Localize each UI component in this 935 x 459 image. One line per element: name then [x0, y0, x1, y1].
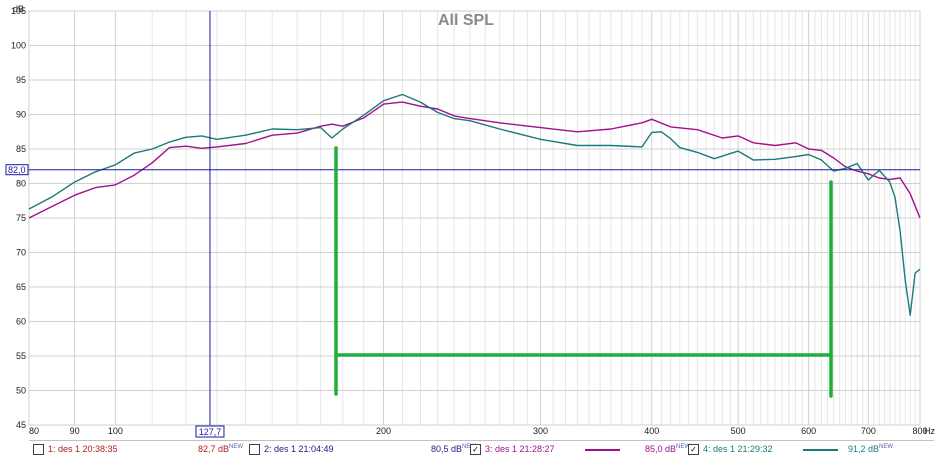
series-line: [28, 93, 921, 316]
x-axis-unit: Hz: [924, 426, 935, 436]
cursor-x-readout: 127,7: [199, 427, 222, 437]
legend-line-4: [803, 449, 838, 451]
y-tick-label: 105: [11, 6, 26, 16]
legend-value-4: 91,2 dBNEW: [848, 444, 894, 454]
legend-bar: 1: des 1 20:38:35 82,7 dBNEW 2: des 1 21…: [29, 440, 934, 459]
legend-name-1: 1: des 1 20:38:35: [48, 444, 118, 454]
legend-checkbox-3[interactable]: ✓: [470, 444, 481, 455]
check-icon: ✓: [690, 445, 697, 454]
y-tick-label: 90: [16, 110, 26, 120]
y-tick-label: 80: [16, 179, 26, 189]
legend-name-3: 3: des 1 21:28:27: [485, 444, 555, 454]
annotation-markings: [334, 146, 833, 398]
legend-name-2: 2: des 1 21:04:49: [264, 444, 334, 454]
y-tick-label: 85: [16, 144, 26, 154]
series-line: [28, 101, 921, 219]
x-tick-label: 400: [644, 426, 659, 436]
y-tick-label: 50: [16, 386, 26, 396]
legend-item-3[interactable]: ✓ 3: des 1 21:28:27 85,0 dBNEW: [470, 444, 690, 456]
y-tick-label: 70: [16, 248, 26, 258]
x-tick-label: 200: [376, 426, 391, 436]
x-tick-label: 80: [29, 426, 39, 436]
y-tick-label: 45: [16, 420, 26, 430]
check-icon: ✓: [472, 445, 479, 454]
spl-chart[interactable]: 45 50 55 60 65 70 75 80 85 90 95 100 105 80 90 100 200 3…: [0, 0, 935, 440]
legend-value-3: 85,0 dBNEW: [645, 444, 691, 454]
x-tick-label: 800: [912, 426, 927, 436]
legend-checkbox-4[interactable]: ✓: [688, 444, 699, 455]
series-lines: [28, 93, 921, 316]
legend-item-1[interactable]: 1: des 1 20:38:35 82,7 dBNEW: [33, 444, 243, 456]
x-tick-label: 100: [108, 426, 123, 436]
legend-checkbox-2[interactable]: [249, 444, 260, 455]
y-tick-label: 95: [16, 75, 26, 85]
x-tick-label: 500: [731, 426, 746, 436]
cursor-x-readout-box: [195, 425, 225, 438]
y-tick-label: 100: [11, 41, 26, 51]
legend-item-2[interactable]: 2: des 1 21:04:49 80,5 dBNEW: [249, 444, 476, 456]
cursor[interactable]: 127,7 82,0: [5, 11, 920, 438]
legend-value-2: 80,5 dBNEW: [431, 444, 476, 454]
x-tick-label: 700: [861, 426, 876, 436]
legend-checkbox-1[interactable]: [33, 444, 44, 455]
cursor-y-readout: 82,0: [8, 165, 26, 175]
x-tick-label: 300: [533, 426, 548, 436]
x-tick-label: 600: [801, 426, 816, 436]
y-tick-labels: 45 50 55 60 65 70 75 80 85 90 95 100 105: [11, 6, 26, 430]
cursor-y-readout-box: [5, 164, 29, 176]
chart-title: All SPL: [438, 12, 494, 29]
legend-line-3: [585, 449, 620, 451]
y-tick-label: 55: [16, 351, 26, 361]
y-tick-label: 60: [16, 317, 26, 327]
legend-name-4: 4: des 1 21:29:32: [703, 444, 773, 454]
y-tick-label: 65: [16, 282, 26, 292]
y-axis-unit: dB: [13, 4, 24, 14]
x-tick-label: 90: [70, 426, 80, 436]
y-tick-label: 75: [16, 213, 26, 223]
x-tick-labels: 80 90 100 200 300 400 500 600 700 800: [29, 426, 928, 436]
legend-value-1: 82,7 dBNEW: [198, 444, 244, 454]
legend-item-4[interactable]: ✓ 4: des 1 21:29:32 91,2 dBNEW: [688, 444, 928, 456]
